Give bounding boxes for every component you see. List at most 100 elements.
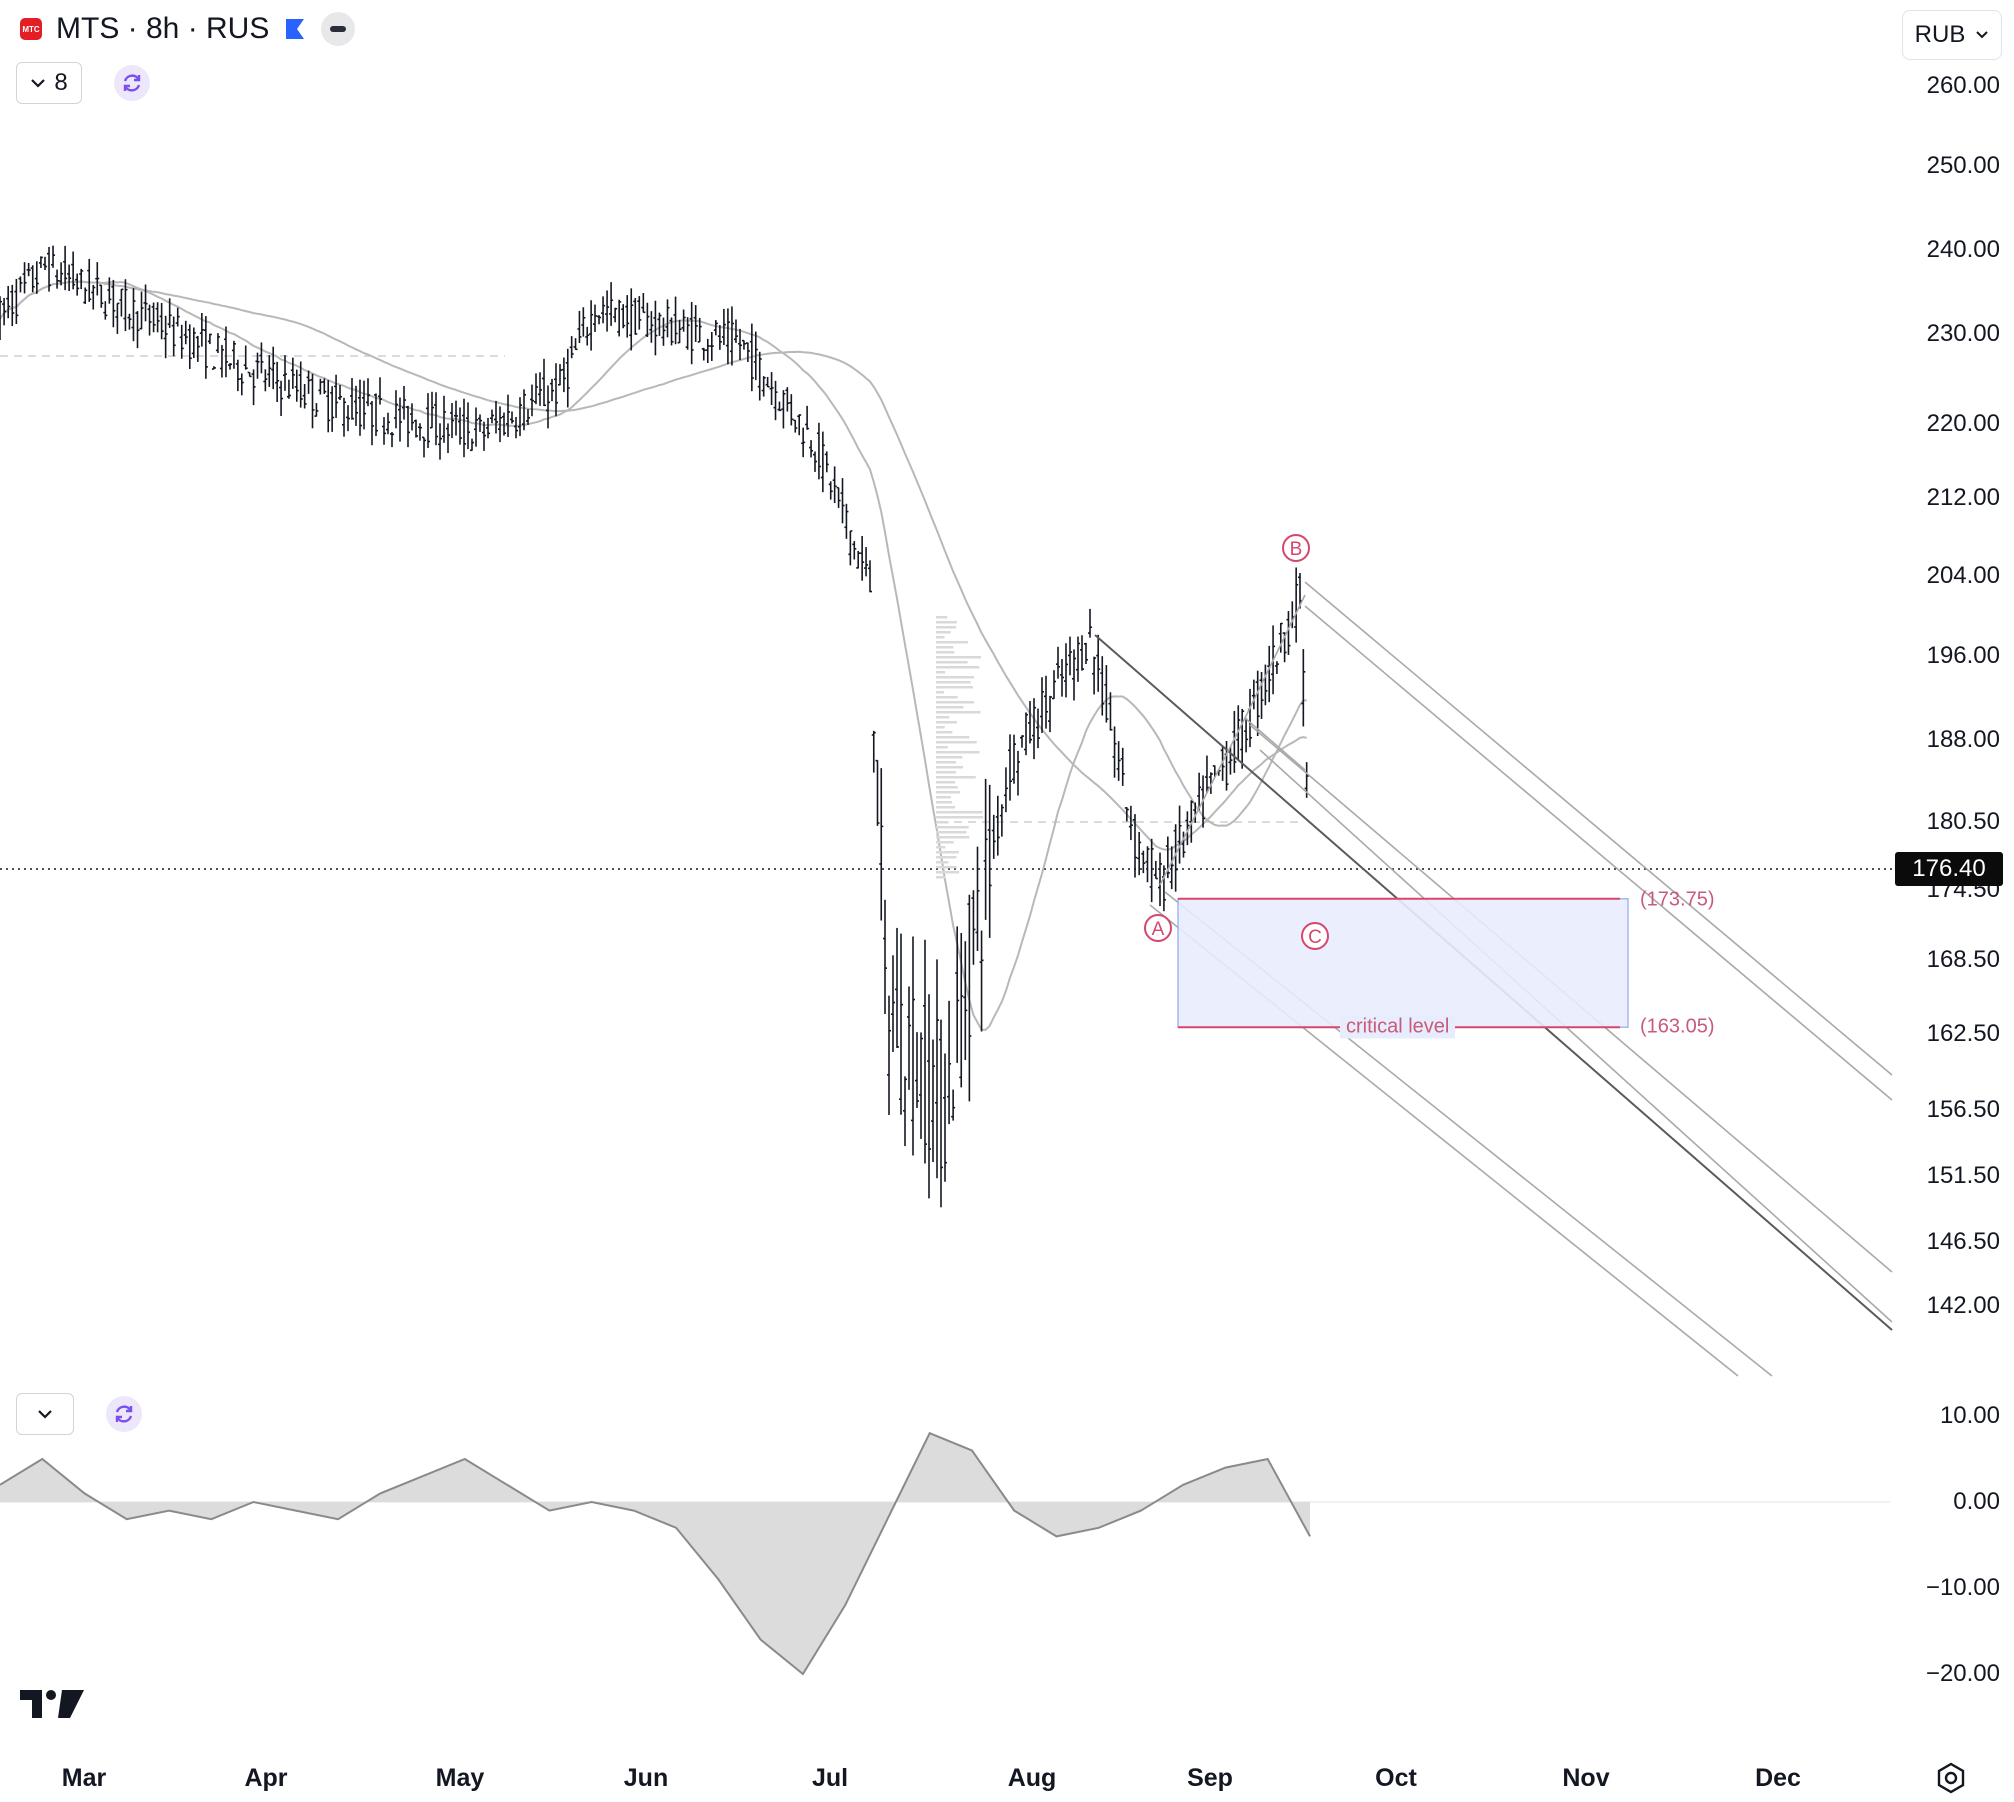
- moving-average-slow: [0, 280, 1307, 851]
- price-tick-label: 142.00: [1926, 1292, 2000, 1319]
- volume-profile-bar: [936, 731, 953, 734]
- time-tick-label: Oct: [1375, 1764, 1417, 1792]
- volume-profile-bar: [936, 676, 974, 679]
- channel-line: [1259, 749, 1893, 1323]
- volume-profile-bar: [936, 636, 945, 639]
- volume-profile-bar: [936, 756, 963, 759]
- volume-profile-bar: [936, 806, 956, 809]
- oscillator-line: [0, 1431, 1311, 1676]
- mts-logo-icon: МТС: [20, 18, 42, 40]
- wave-b-marker: B: [1282, 534, 1310, 562]
- currency-label: RUB: [1914, 21, 1966, 48]
- wave-marker-circle: [1144, 914, 1172, 942]
- volume-profile-bar: [936, 846, 946, 849]
- oscillator-pane: [0, 1431, 1311, 1676]
- wave-connector-line: [1244, 717, 1306, 771]
- volume-profile-bar: [936, 621, 957, 624]
- indicators-toggle-button[interactable]: 8: [16, 62, 82, 104]
- volume-profile-bar: [936, 666, 980, 669]
- candlestick-series: [0, 245, 1309, 1208]
- price-tick-label: 212.00: [1926, 484, 2000, 511]
- volume-profile-bar: [936, 651, 955, 654]
- time-tick-label: May: [435, 1764, 485, 1792]
- last-price-badge: 176.40: [1895, 852, 2003, 886]
- time-tick-label: Nov: [1562, 1764, 1610, 1792]
- wave-marker-circle: [1282, 534, 1310, 562]
- volume-profile-bar: [936, 726, 945, 729]
- volume-profile-bar: [936, 871, 960, 874]
- volume-profile-bar: [936, 736, 970, 739]
- currency-select[interactable]: RUB: [1902, 10, 2002, 60]
- price-tick-label: 151.50: [1926, 1162, 2000, 1189]
- oscillator-tick-label: 0.00: [1953, 1488, 2000, 1515]
- volume-profile-bar: [936, 791, 961, 794]
- tradingview-logo-icon[interactable]: [20, 1688, 86, 1720]
- price-tick-label: 204.00: [1926, 562, 2000, 589]
- time-tick-label: Dec: [1755, 1764, 1801, 1792]
- refresh-icon[interactable]: [114, 65, 150, 101]
- volume-profile-bar: [936, 641, 968, 644]
- critical-zone-box: [1177, 898, 1629, 1028]
- price-tick-label: 240.00: [1926, 236, 2000, 263]
- volume-profile-bar: [936, 876, 946, 879]
- price-tick-label: 168.50: [1926, 946, 2000, 973]
- volume-profile-bar: [936, 766, 963, 769]
- symbol-header: МТС MTS · 8h · RUS: [20, 12, 356, 46]
- critical-level-label: critical level: [1340, 1015, 1456, 1039]
- time-tick-label: Mar: [61, 1764, 107, 1792]
- volume-profile-bar: [936, 761, 957, 764]
- time-tick-label: Apr: [244, 1764, 288, 1792]
- oscillator-tick-label: −20.00: [1925, 1660, 2000, 1687]
- collapse-button[interactable]: [321, 12, 356, 46]
- volume-profile-bar: [936, 646, 954, 649]
- chevron-down-icon: [31, 79, 46, 88]
- volume-profile-bar: [936, 796, 951, 799]
- volume-profile-bar: [936, 711, 981, 714]
- wave-marker-circle: [1301, 922, 1329, 950]
- indicator-count: 8: [54, 69, 68, 96]
- price-tick-label: 188.00: [1926, 726, 2000, 753]
- price-tick-label: 180.50: [1926, 808, 2000, 835]
- time-tick-label: Aug: [1007, 1764, 1057, 1792]
- volume-profile-bar: [936, 831, 967, 834]
- oscillator-tick-label: 10.00: [1939, 1402, 2000, 1429]
- volume-profile-bar: [936, 691, 945, 694]
- oscillator-toggle-button[interactable]: [16, 1393, 74, 1435]
- volume-profile-bar: [936, 851, 959, 854]
- price-tick-label: 196.00: [1926, 642, 2000, 669]
- price-tick-label: 230.00: [1926, 320, 2000, 347]
- critical-zone: A B C: [1144, 534, 1629, 1029]
- volume-profile-bar: [936, 816, 984, 819]
- wave-c-marker: C: [1301, 922, 1329, 950]
- volume-profile-bar: [936, 856, 957, 859]
- volume-profile-bar: [936, 841, 954, 844]
- volume-profile-bar: [936, 701, 975, 704]
- oscillator-area: [0, 1433, 1310, 1674]
- channel-line: [1304, 581, 1893, 1076]
- symbol-title[interactable]: MTS · 8h · RUS: [56, 12, 270, 45]
- price-tick-label: 260.00: [1926, 72, 2000, 99]
- volume-profile-bar: [936, 776, 976, 779]
- refresh-icon[interactable]: [106, 1396, 142, 1432]
- upper-level-label: (173.75): [1640, 888, 1715, 911]
- volume-profile-bar: [936, 826, 969, 829]
- volume-profile-bar: [936, 751, 980, 754]
- settings-gear-icon[interactable]: [1935, 1762, 1967, 1794]
- wave-a-marker: A: [1144, 914, 1172, 942]
- price-tick-label: 250.00: [1926, 152, 2000, 179]
- price-tick-label: 220.00: [1926, 410, 2000, 437]
- flag-icon[interactable]: [283, 17, 307, 41]
- volume-profile-bar: [936, 746, 948, 749]
- wave-connector-line: [1244, 594, 1306, 719]
- time-tick-label: Jul: [811, 1764, 849, 1792]
- volume-profile-bar: [936, 821, 949, 824]
- volume-profile-bar: [936, 836, 970, 839]
- chevron-down-icon: [1976, 31, 1989, 39]
- volume-profile-bar: [936, 716, 950, 719]
- volume-profile-bar: [936, 741, 977, 744]
- price-tick-label: 156.50: [1926, 1096, 2000, 1123]
- volume-profile-bar: [936, 781, 956, 784]
- volume-profile-bar: [936, 866, 957, 869]
- oscillator-tick-label: −10.00: [1925, 1574, 2000, 1601]
